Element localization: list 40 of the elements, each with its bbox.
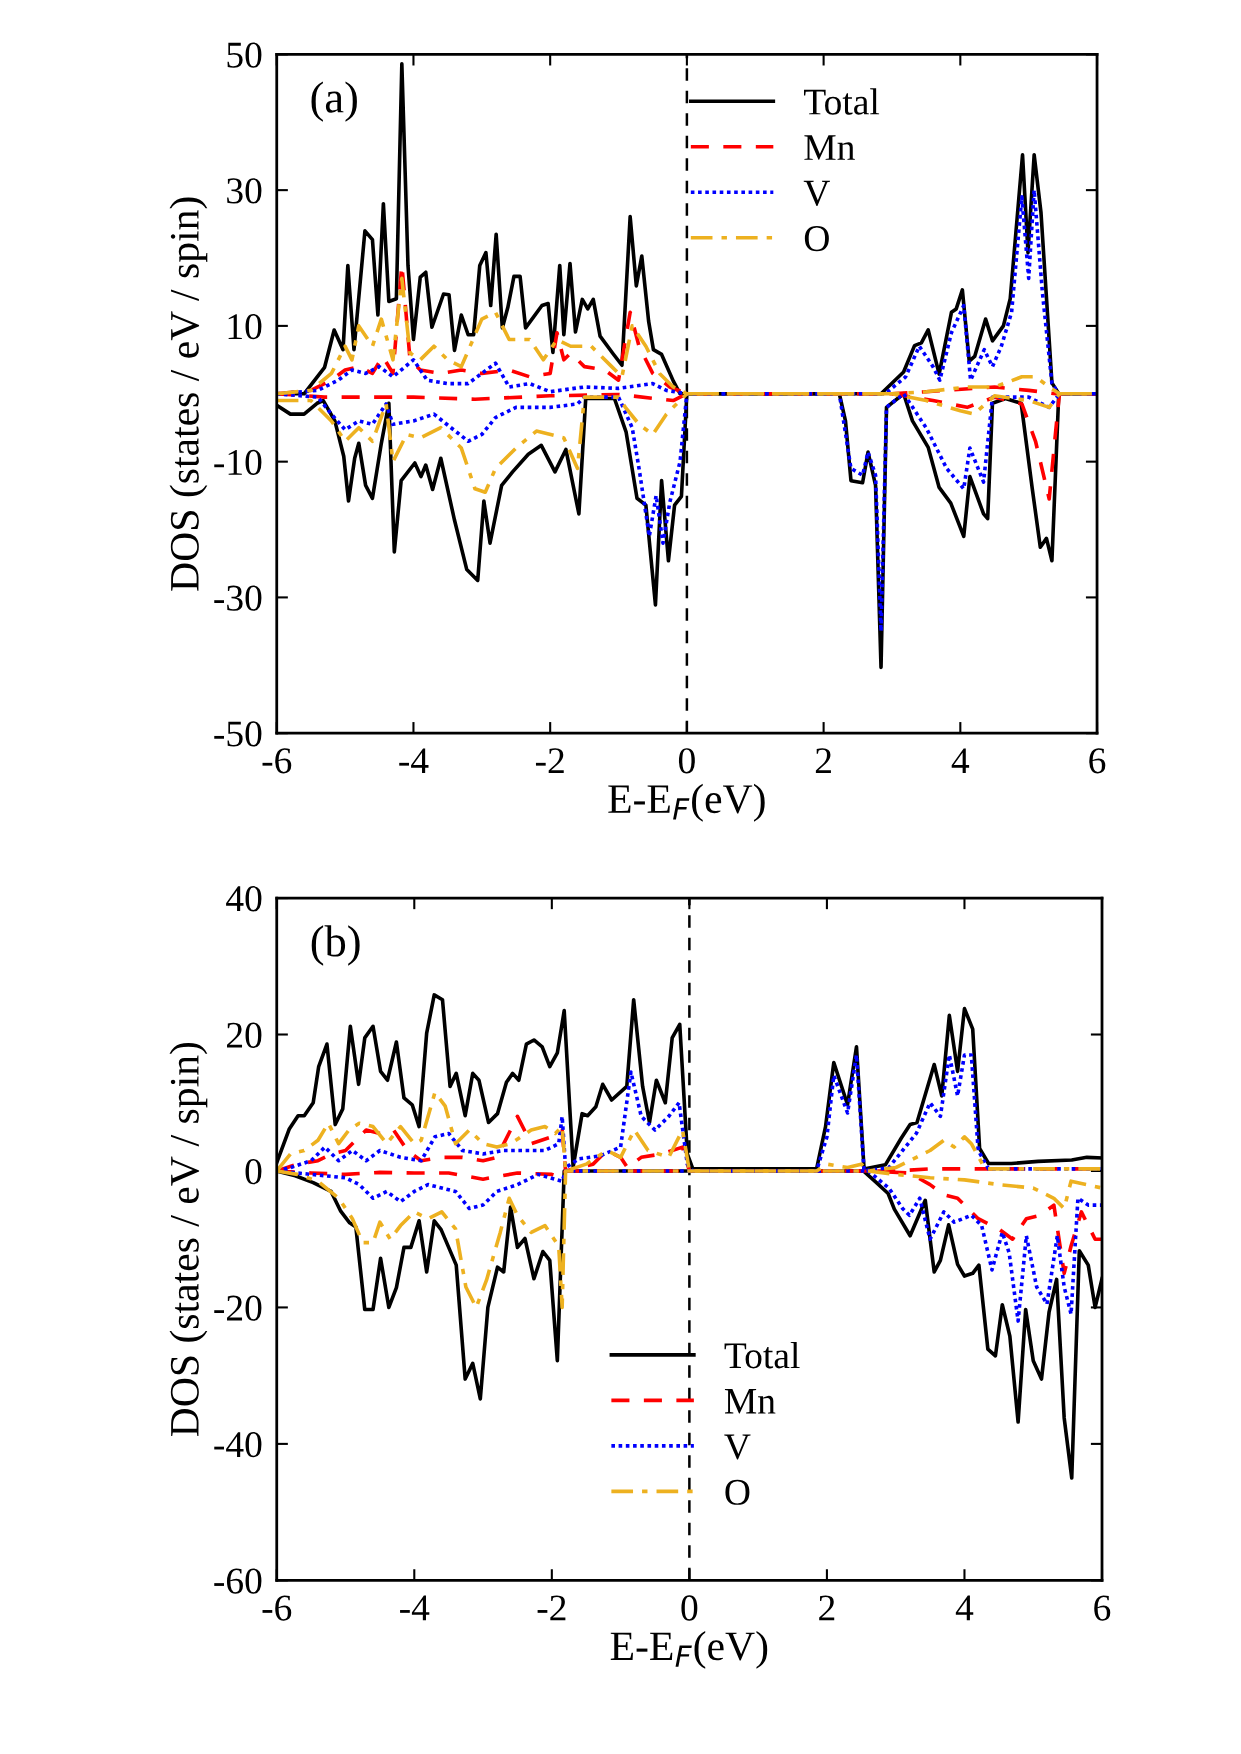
y-tick-label: -10 — [214, 449, 262, 476]
x-tick-label: 4 — [951, 748, 970, 774]
x-tick-label: 6 — [1089, 748, 1106, 774]
legend-label: Total — [804, 88, 880, 115]
y-axis-title: DOS (states / eV / spin) — [169, 197, 208, 591]
y-tick-label: 10 — [228, 313, 262, 340]
legend-label: O — [725, 1479, 750, 1505]
annotation: (b) — [311, 925, 360, 966]
x-tick-label: -2 — [535, 748, 564, 774]
y-axis-title: DOS (states / eV / spin) — [169, 1042, 208, 1437]
y-tick-label: -20 — [214, 1295, 262, 1321]
y-tick-label: 50 — [227, 42, 262, 68]
y-tick-label: 40 — [226, 886, 262, 912]
x-tick-label: 0 — [681, 1595, 698, 1621]
x-tick-label: -4 — [399, 748, 429, 774]
y-tick-label: -40 — [214, 1431, 262, 1458]
y-tick-label: -50 — [214, 721, 262, 747]
x-tick-label: 6 — [1094, 1595, 1111, 1621]
x-tick-label: -6 — [262, 1595, 292, 1621]
y-tick-label: 30 — [227, 178, 262, 204]
annotation: (a) — [311, 81, 357, 122]
x-tick-label: 2 — [819, 1595, 835, 1621]
legend-label: Mn — [804, 135, 855, 160]
x-tick-label: -4 — [400, 1595, 430, 1621]
y-tick-label: -30 — [214, 585, 262, 611]
y-tick-label: 20 — [227, 1022, 262, 1048]
x-tick-label: 2 — [815, 748, 831, 774]
legend-label: Total — [724, 1342, 800, 1369]
legend-label: V — [724, 1434, 751, 1460]
x-tick-label: 0 — [678, 748, 695, 774]
x-tick-label: -2 — [537, 1595, 566, 1621]
x-axis-title: E-E$_{F}$(eV) — [608, 783, 765, 822]
legend-label: O — [804, 226, 829, 252]
x-tick-label: -6 — [262, 748, 292, 774]
legend-label: V — [803, 180, 830, 206]
x-tick-label: 4 — [955, 1595, 974, 1621]
x-axis-title: E-E$_{F}$(eV) — [610, 1631, 768, 1669]
y-tick-label: -60 — [214, 1568, 262, 1594]
y-tick-label: 0 — [245, 1159, 262, 1185]
legend-label: Mn — [724, 1388, 776, 1414]
